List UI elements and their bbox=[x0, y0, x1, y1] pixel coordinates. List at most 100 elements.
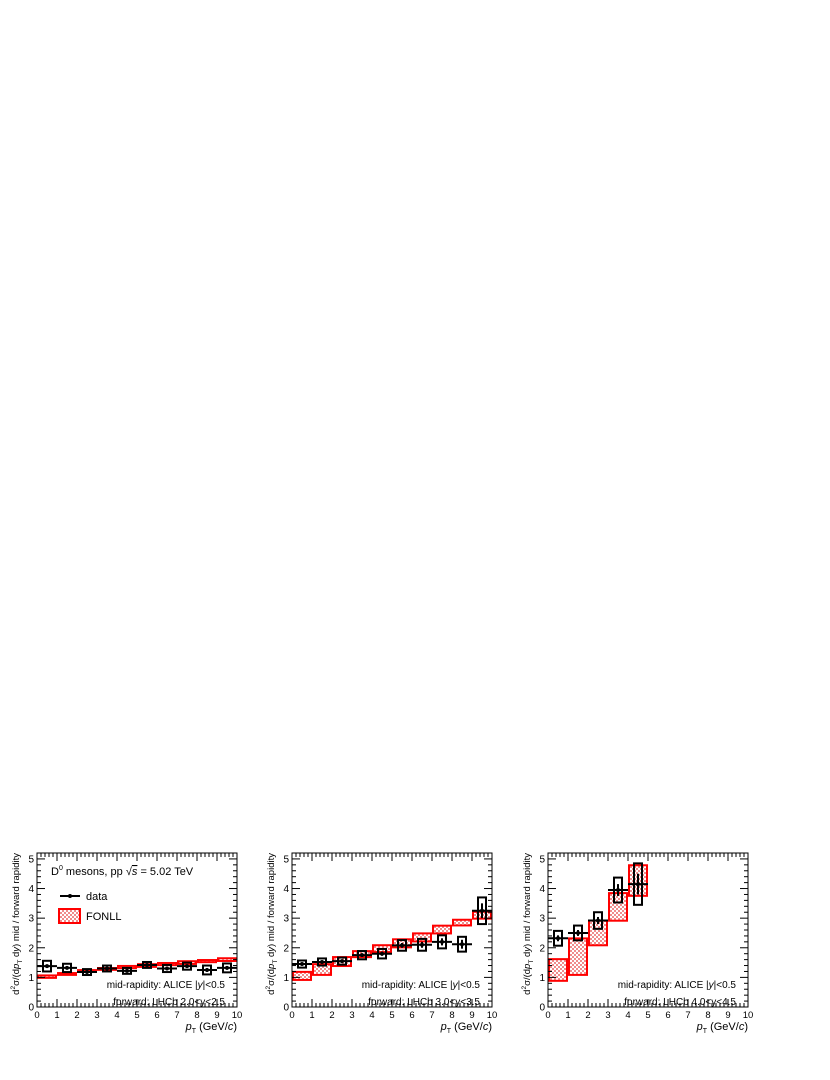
y-label-sub: T bbox=[272, 960, 279, 964]
y-tick-label: 1 bbox=[28, 973, 34, 984]
data-point bbox=[185, 964, 189, 969]
y-tick-label: 1 bbox=[283, 973, 289, 984]
x-axis-label: pT (GeV/c) bbox=[696, 1021, 748, 1035]
y-tick-label: 0 bbox=[283, 1003, 289, 1014]
x-label-sub: T bbox=[192, 1028, 197, 1035]
x-label-p: p bbox=[440, 1021, 447, 1033]
y-tick-label: 5 bbox=[283, 854, 289, 865]
data-point bbox=[360, 953, 364, 958]
data-point bbox=[300, 962, 304, 967]
data-point bbox=[165, 966, 169, 971]
x-label-c: c bbox=[228, 1021, 234, 1033]
x-tick-label: 4 bbox=[625, 1010, 630, 1021]
y-label-sigma: σ/(d bbox=[266, 969, 277, 986]
y-tick-label: 3 bbox=[283, 914, 289, 925]
y-tick-label: 5 bbox=[539, 854, 545, 865]
title-d: D bbox=[51, 866, 59, 878]
x-tick-label: 7 bbox=[429, 1010, 434, 1021]
y-label-sup: 2 bbox=[265, 986, 272, 990]
data-point bbox=[596, 918, 600, 923]
legend-fonll-box bbox=[58, 908, 81, 924]
annotation-text: mid-rapidity: ALICE | bbox=[107, 980, 198, 991]
data-point bbox=[460, 942, 464, 947]
annotation-text: |<0.5 bbox=[714, 980, 737, 991]
y-tick-label: 4 bbox=[539, 884, 545, 895]
y-label-sigma: σ/(d bbox=[522, 969, 533, 986]
annotation: mid-rapidity: ALICE |y|<0.5 bbox=[107, 980, 226, 991]
x-tick-label: 4 bbox=[114, 1010, 119, 1021]
x-tick-label: 10 bbox=[743, 1010, 754, 1021]
data-point bbox=[65, 965, 69, 970]
data-point bbox=[556, 936, 560, 941]
x-tick-label: 8 bbox=[705, 1010, 710, 1021]
x-tick-label: 3 bbox=[605, 1010, 610, 1021]
y-tick-label: 0 bbox=[28, 1003, 34, 1014]
data-point bbox=[380, 951, 384, 956]
data-point bbox=[340, 959, 344, 964]
fonll-band bbox=[197, 959, 217, 964]
y-label-d2: d bbox=[11, 952, 22, 960]
fonll-band bbox=[292, 970, 312, 981]
x-tick-label: 0 bbox=[545, 1010, 550, 1021]
data-point bbox=[636, 882, 640, 887]
y-tick-label: 4 bbox=[283, 884, 289, 895]
y-tick-label: 5 bbox=[28, 854, 34, 865]
x-tick-label: 9 bbox=[214, 1010, 219, 1021]
legend-data-marker bbox=[68, 894, 72, 898]
y-label-y: y bbox=[522, 946, 533, 953]
data-point bbox=[145, 962, 149, 967]
data-point bbox=[205, 967, 209, 972]
y-tick-label: 0 bbox=[539, 1003, 545, 1014]
title-energy: = 5.02 TeV bbox=[137, 866, 193, 878]
fonll-band bbox=[312, 963, 332, 976]
data-point bbox=[576, 930, 580, 935]
y-label-y: y bbox=[11, 946, 22, 953]
annotation-text: |<0.5 bbox=[458, 980, 481, 991]
annotation-y: y bbox=[452, 980, 459, 991]
data-point bbox=[616, 888, 620, 893]
data-point bbox=[320, 959, 324, 964]
title-sup: 0 bbox=[59, 865, 63, 872]
y-label-p: p bbox=[266, 964, 277, 970]
y-label-d: d bbox=[522, 990, 533, 995]
fonll-band bbox=[588, 919, 608, 947]
x-tick-label: 6 bbox=[409, 1010, 414, 1021]
data-point bbox=[45, 964, 49, 969]
title-mesons: mesons, pp bbox=[63, 866, 126, 878]
fonll-band bbox=[37, 974, 57, 979]
y-tick-label: 2 bbox=[539, 943, 545, 954]
annotation: forward: LHCb 3.0<y<3.5 bbox=[368, 997, 480, 1008]
x-tick-label: 7 bbox=[174, 1010, 179, 1021]
x-axis-label: pT (GeV/c) bbox=[440, 1021, 492, 1035]
y-label-sigma: σ/(d bbox=[11, 969, 22, 986]
title-sqrt: √ bbox=[126, 866, 133, 878]
x-tick-label: 8 bbox=[449, 1010, 454, 1021]
x-tick-label: 7 bbox=[685, 1010, 690, 1021]
x-tick-label: 5 bbox=[134, 1010, 139, 1021]
x-label-p: p bbox=[696, 1021, 703, 1033]
x-label-sub: T bbox=[447, 1028, 452, 1035]
annotation: mid-rapidity: ALICE |y|<0.5 bbox=[618, 980, 737, 991]
y-label-d: d bbox=[11, 990, 22, 995]
annotation-y: y bbox=[197, 980, 204, 991]
annotation: mid-rapidity: ALICE |y|<0.5 bbox=[362, 980, 481, 991]
y-label-rest: ) mid / forward rapidity bbox=[266, 853, 277, 947]
y-tick-label: 2 bbox=[28, 943, 34, 954]
y-label-sup: 2 bbox=[521, 986, 528, 990]
x-tick-label: 10 bbox=[232, 1010, 243, 1021]
y-tick-label: 2 bbox=[283, 943, 289, 954]
x-label-unit: (GeV/ bbox=[451, 1021, 484, 1033]
legend-data-label: data bbox=[86, 891, 108, 903]
fonll-band bbox=[568, 937, 588, 976]
y-label-p: p bbox=[522, 964, 533, 970]
x-tick-label: 0 bbox=[289, 1010, 294, 1021]
y-axis-label: d2σ/(dpT dy) mid / forward rapidity bbox=[265, 853, 279, 995]
x-tick-label: 8 bbox=[194, 1010, 199, 1021]
x-tick-label: 0 bbox=[34, 1010, 39, 1021]
data-point bbox=[225, 965, 229, 970]
x-label-p: p bbox=[185, 1021, 192, 1033]
